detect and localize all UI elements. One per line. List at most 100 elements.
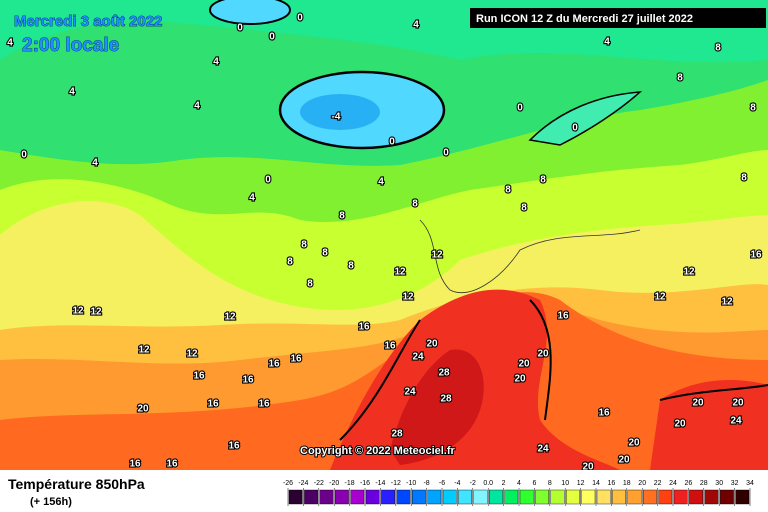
contour-label: 0	[297, 13, 303, 24]
legend-tick-label: 12	[577, 480, 585, 487]
contour-label: 4	[249, 193, 255, 204]
legend-swatch	[704, 489, 719, 505]
contour-label: 4	[92, 158, 98, 169]
legend-tick-label: 8	[548, 480, 552, 487]
legend-swatch	[304, 489, 318, 505]
legend-tick-label: -20	[329, 480, 339, 487]
legend-tick-label: 30	[715, 480, 723, 487]
contour-label: 4	[378, 177, 384, 188]
contour-label: 4	[604, 37, 610, 48]
contour-label: 28	[438, 368, 450, 379]
contour-label: -4	[332, 112, 341, 123]
legend-swatch	[489, 489, 503, 505]
legend-tick-label: -4	[454, 480, 460, 487]
contour-label: 20	[518, 359, 530, 370]
contour-label: 16	[166, 459, 178, 470]
contour-label: 24	[730, 416, 742, 427]
contour-label: 0	[572, 123, 578, 134]
contour-label: 20	[137, 404, 149, 415]
contour-label: 20	[692, 398, 704, 409]
legend-swatch	[458, 489, 472, 505]
contour-label: 24	[404, 387, 416, 398]
temperature-field	[0, 0, 768, 470]
contour-label: 16	[242, 375, 254, 386]
legend-swatch	[720, 489, 734, 505]
contour-label: 16	[258, 399, 270, 410]
contour-label: 8	[287, 257, 293, 268]
contour-label: 16	[228, 441, 240, 452]
copyright: Copyright © 2022 Meteociel.fr	[300, 445, 456, 457]
legend-swatch	[689, 489, 704, 505]
contour-label: 8	[715, 43, 721, 54]
contour-label: 16	[750, 250, 762, 261]
legend-tick-label: 4	[517, 480, 521, 487]
legend-swatch	[627, 489, 642, 505]
legend-tick-label: -16	[360, 480, 370, 487]
contour-label: 4	[194, 101, 200, 112]
contour-label: 16	[598, 408, 610, 419]
contour-label: 8	[339, 211, 345, 222]
legend-tick-label: 18	[623, 480, 631, 487]
legend-tick-label: -2	[470, 480, 476, 487]
contour-label: 28	[391, 429, 403, 440]
cold-pool-core	[300, 94, 380, 130]
legend-swatch	[535, 489, 550, 505]
legend-tick-label: -18	[345, 480, 355, 487]
contour-label: 24	[537, 444, 549, 455]
cold-pool-north	[209, 0, 291, 25]
contour-label: 4	[69, 87, 75, 98]
legend-swatch	[381, 489, 395, 505]
legend-swatch	[596, 489, 611, 505]
contour-label: 8	[540, 175, 546, 186]
legend-tick-label: 24	[669, 480, 677, 487]
legend-swatch	[319, 489, 334, 505]
contour-label: 8	[301, 240, 307, 251]
legend-tick-label: 34	[746, 480, 754, 487]
legend-swatch	[288, 489, 303, 505]
coastline	[419, 219, 641, 293]
legend-tick-label: 28	[700, 480, 708, 487]
legend-swatch	[735, 489, 750, 505]
contour-label: 4	[213, 57, 219, 68]
contour-label: 4	[413, 20, 419, 31]
contour-label: 8	[322, 248, 328, 259]
legend-swatch	[519, 489, 534, 505]
contour-label: 12	[138, 345, 150, 356]
contour-label: 20	[514, 374, 526, 385]
legend-swatch	[350, 489, 365, 505]
legend-tick-label: 10	[561, 480, 569, 487]
legend-swatch	[335, 489, 349, 505]
contour-label: 24	[412, 352, 424, 363]
legend-tick-label: 0.0	[483, 480, 493, 487]
run-label: Run ICON 12 Z du Mercredi 27 juillet 202…	[476, 13, 693, 25]
legend-swatch	[442, 489, 457, 505]
scandinavia-coast	[528, 91, 643, 146]
contour-label: 16	[384, 341, 396, 352]
legend-tick-label: -8	[423, 480, 429, 487]
field-red-east	[650, 380, 768, 470]
contour-label: 12	[402, 292, 414, 303]
contour-label: 8	[750, 103, 756, 114]
contour-label: 12	[721, 297, 733, 308]
time-label: 2:00 locale	[22, 35, 119, 56]
footer-title: Température 850hPa	[8, 476, 145, 492]
legend-swatch	[412, 489, 426, 505]
legend-swatch	[550, 489, 565, 505]
contour-label: 16	[193, 371, 205, 382]
legend-tick-label: -6	[439, 480, 445, 487]
contour-label: 4	[7, 38, 13, 49]
legend-tick-label: -26	[283, 480, 293, 487]
legend-swatch	[612, 489, 627, 505]
legend-tick-label: 22	[654, 480, 662, 487]
contour-label: 12	[654, 292, 666, 303]
contour-label: 20	[618, 455, 630, 466]
contour-label: 12	[186, 349, 198, 360]
contour-label: 0	[443, 148, 449, 159]
contour-label: 8	[521, 203, 527, 214]
legend-swatch	[658, 489, 673, 505]
legend-tick-label: -22	[314, 480, 324, 487]
legend-swatch	[504, 489, 519, 505]
contour-label: 16	[557, 311, 569, 322]
contour-label: 20	[674, 419, 686, 430]
contour-label: 8	[412, 199, 418, 210]
